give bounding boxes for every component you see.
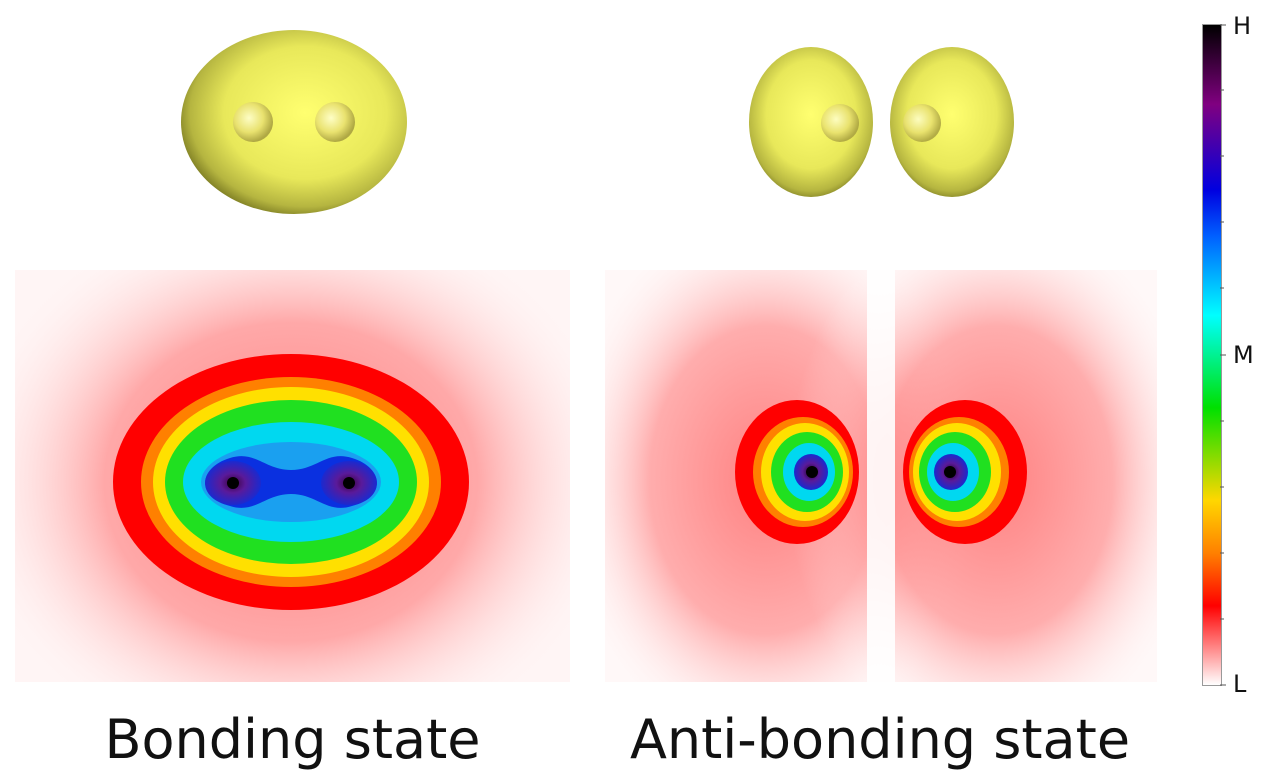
antibonding-caption: Anti-bonding state (629, 708, 1131, 771)
nucleus-left (821, 104, 859, 142)
bonding-density-map (15, 270, 570, 682)
antibonding-lobe-right (890, 47, 1014, 197)
nucleus-right (903, 104, 941, 142)
bonding-isosurface (181, 30, 407, 214)
nucleus-right (315, 102, 355, 142)
antibonding-lobe-left (749, 47, 873, 197)
bonding-lobe (181, 30, 407, 214)
colorbar-high-label: H (1233, 12, 1252, 40)
antibonding-isosurface (749, 47, 1014, 197)
colorbar-low-label: L (1233, 670, 1247, 698)
antibonding-density-map (605, 270, 1157, 682)
colorbar-ticks (1220, 24, 1226, 686)
colorbar-mid-label: M (1233, 341, 1254, 369)
colorbar (1202, 24, 1222, 686)
bonding-caption: Bonding state (104, 708, 481, 771)
nucleus-left (233, 102, 273, 142)
